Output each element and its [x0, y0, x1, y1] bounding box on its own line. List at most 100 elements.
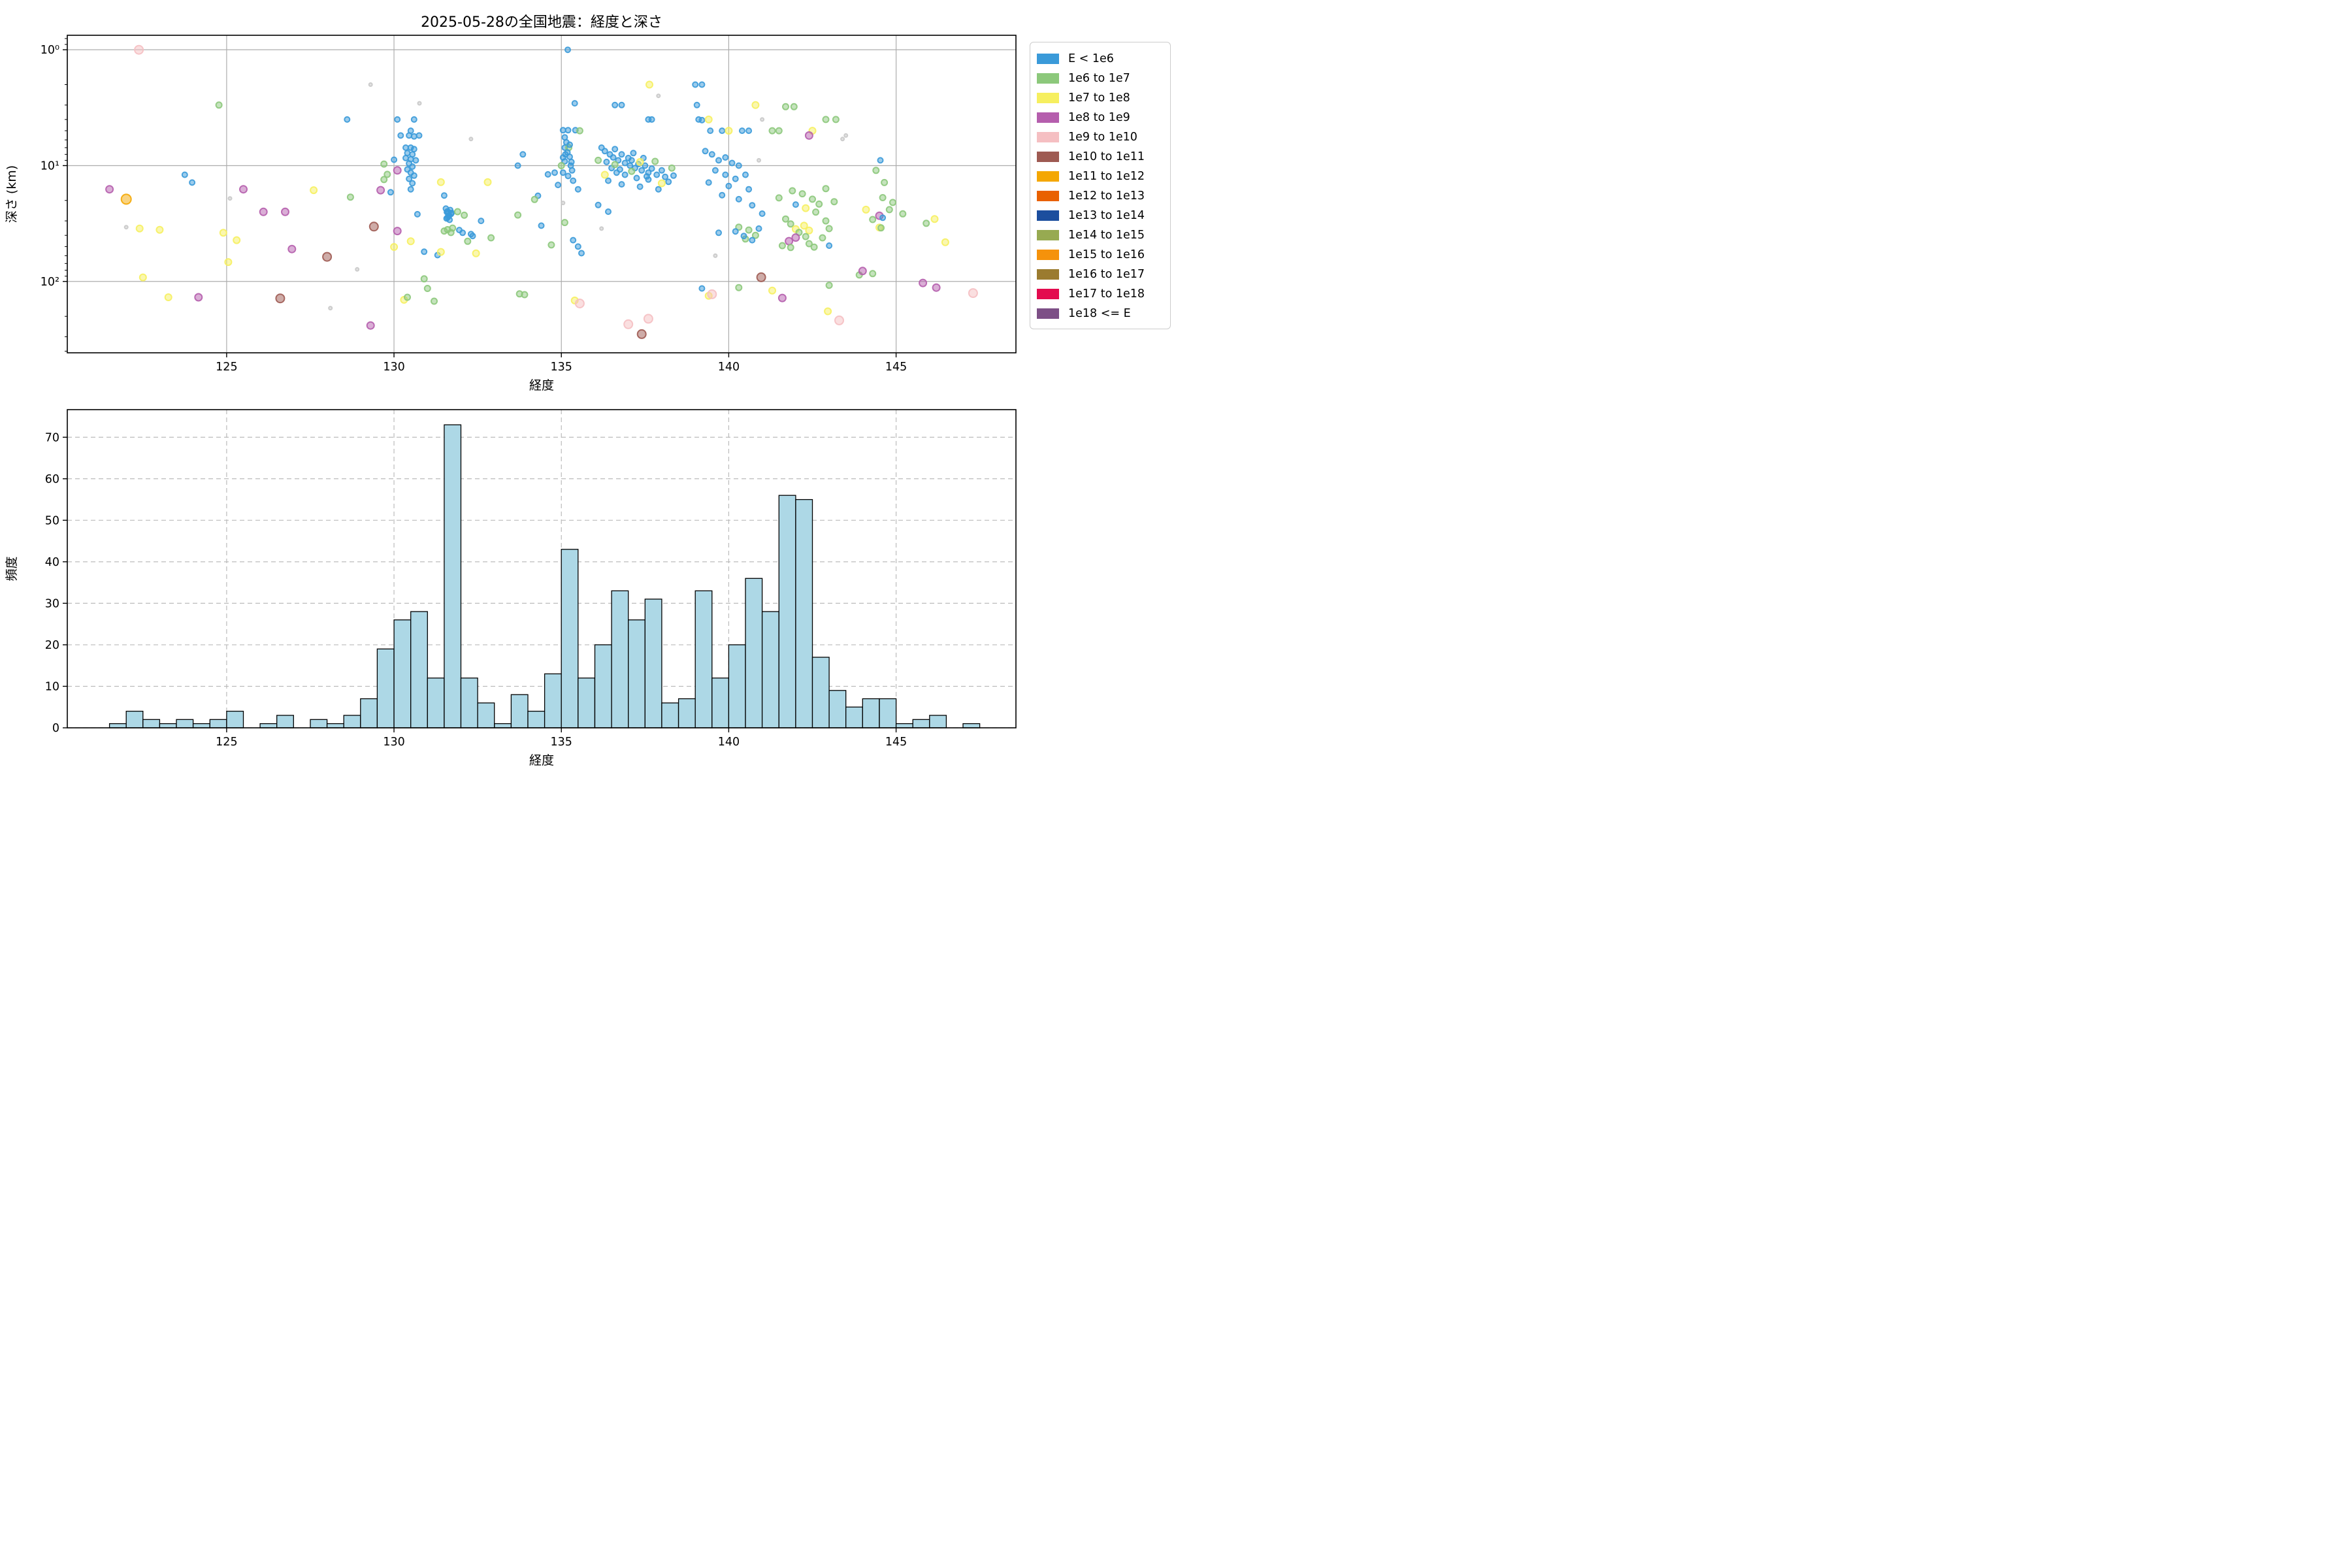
legend: E < 1e6 1e6 to 1e7 1e7 to 1e8 1e8 to 1e9 1e9… — [1030, 42, 1171, 329]
scatter-point — [281, 207, 289, 216]
legend-swatch — [1037, 308, 1059, 319]
legend-swatch — [1037, 210, 1059, 221]
scatter-point — [792, 201, 799, 208]
scatter-point — [745, 226, 753, 234]
scatter-point — [745, 186, 753, 193]
y-tick-label: 0 — [52, 722, 59, 735]
legend-label: 1e17 to 1e18 — [1068, 287, 1145, 301]
scatter-point — [574, 299, 585, 308]
scatter-point — [487, 234, 495, 242]
legend-label: 1e12 to 1e13 — [1068, 189, 1145, 203]
scatter-point — [376, 186, 385, 195]
hist-bar — [259, 723, 278, 728]
scatter-point — [858, 267, 867, 276]
scatter-point — [715, 157, 722, 164]
hist-bar — [444, 424, 462, 728]
scatter-point — [189, 179, 196, 186]
scatter-plot: 125 130 135 140 145 10⁰ 10¹ 10² 経度 深さ (km) — [5, 35, 1017, 393]
scatter-point — [380, 176, 388, 184]
scatter-point — [557, 162, 565, 169]
scatter-point — [732, 228, 739, 235]
hist-bar — [326, 723, 344, 728]
scatter-point — [407, 186, 414, 193]
scatter-point — [618, 181, 625, 188]
scatter-point — [397, 132, 404, 139]
scatter-point — [719, 191, 726, 199]
scatter-point — [968, 288, 978, 299]
scatter-point — [601, 148, 608, 155]
scatter-point — [722, 171, 729, 178]
legend-item: 1e13 to 1e14 — [1037, 206, 1165, 225]
scatter-point — [605, 208, 612, 215]
scatter-point — [643, 314, 653, 324]
scatter-point — [756, 272, 766, 282]
scatter-point — [453, 208, 461, 216]
scatter-point — [722, 154, 729, 161]
hist-bar — [628, 619, 645, 728]
scatter-point — [636, 157, 644, 166]
scatter-point — [621, 171, 629, 178]
scatter-point — [605, 177, 612, 184]
scatter-point — [869, 270, 877, 278]
scatter-point — [704, 115, 713, 123]
scatter-point — [576, 127, 583, 135]
scatter-point — [755, 225, 762, 232]
scatter-point — [768, 127, 776, 135]
scatter-point — [822, 217, 830, 225]
scatter-point — [815, 200, 823, 208]
hist-bar — [929, 715, 947, 728]
legend-swatch — [1037, 93, 1059, 103]
hist-bar — [795, 498, 813, 728]
scatter-point — [538, 222, 545, 229]
scatter-point — [825, 225, 833, 233]
hist-bar — [544, 673, 562, 728]
scatter-point — [735, 223, 743, 231]
scatter-point — [406, 237, 415, 246]
legend-label: 1e8 to 1e9 — [1068, 111, 1130, 124]
hist-bar — [694, 590, 713, 728]
scatter-point — [368, 221, 379, 232]
scatter-point — [393, 227, 402, 236]
scatter-point — [653, 171, 661, 178]
scatter-point — [547, 241, 555, 249]
scatter-point — [751, 101, 760, 109]
hist-bar — [510, 694, 529, 728]
scatter-point — [436, 178, 445, 186]
scatter-point — [421, 248, 428, 255]
scatter-point — [805, 240, 813, 248]
legend-item: 1e9 to 1e10 — [1037, 127, 1165, 147]
scatter-point — [760, 117, 765, 122]
scatter-point — [636, 329, 647, 339]
scatter-point — [616, 166, 623, 173]
scatter-point — [595, 156, 602, 164]
hist-bar — [761, 611, 779, 728]
scatter-point — [843, 133, 849, 138]
legend-label: 1e10 to 1e11 — [1068, 150, 1145, 163]
scatter-point — [791, 233, 800, 242]
scatter-point — [778, 242, 786, 250]
scatter-point — [728, 159, 736, 167]
legend-swatch — [1037, 230, 1059, 240]
scatter-ylabel: 深さ (km) — [5, 165, 19, 223]
scatter-point — [555, 182, 562, 189]
scatter-point — [798, 190, 806, 198]
scatter-point — [790, 103, 798, 110]
hist-bar — [611, 590, 629, 728]
scatter-point — [759, 210, 766, 217]
scatter-point — [404, 293, 411, 301]
y-tick-label: 70 — [45, 431, 59, 444]
scatter-point — [561, 201, 566, 206]
scatter-point — [559, 169, 566, 176]
scatter-point — [785, 237, 794, 246]
scatter-point — [562, 151, 569, 158]
scatter-point — [804, 131, 813, 140]
hist-xlabel: 経度 — [529, 753, 554, 768]
hist-bar — [360, 698, 378, 728]
y-tick-label: 10¹ — [41, 159, 59, 172]
scatter-point — [446, 216, 453, 223]
scatter-point — [578, 250, 585, 257]
scatter-point — [698, 116, 706, 123]
scatter-point — [564, 46, 571, 54]
scatter-point — [599, 226, 604, 231]
